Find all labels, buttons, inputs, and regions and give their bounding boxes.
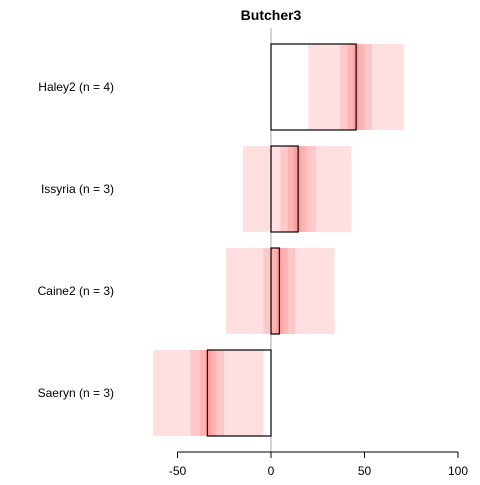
bands-layer <box>153 44 404 436</box>
category-label: Saeryn (n = 3) <box>38 386 114 400</box>
x-tick-label: -50 <box>169 464 187 478</box>
chart-title: Butcher3 <box>241 7 302 23</box>
x-tick-label: 0 <box>268 464 275 478</box>
bar <box>206 349 272 437</box>
x-axis: -50 0 50 100 <box>169 451 468 478</box>
bars-layer <box>206 43 357 437</box>
category-labels: Haley2 (n = 4) Issyria (n = 3) Caine2 (n =… <box>38 80 114 400</box>
category-label: Haley2 (n = 4) <box>38 80 114 94</box>
x-tick-label: 50 <box>358 464 372 478</box>
bar <box>270 145 299 233</box>
category-label: Issyria (n = 3) <box>41 182 114 196</box>
uncertainty-band-core <box>293 146 301 232</box>
bar <box>270 247 280 335</box>
uncertainty-band-core <box>205 350 212 436</box>
x-tick-label: 100 <box>448 464 468 478</box>
bar <box>270 43 357 131</box>
category-label: Caine2 (n = 3) <box>38 284 114 298</box>
